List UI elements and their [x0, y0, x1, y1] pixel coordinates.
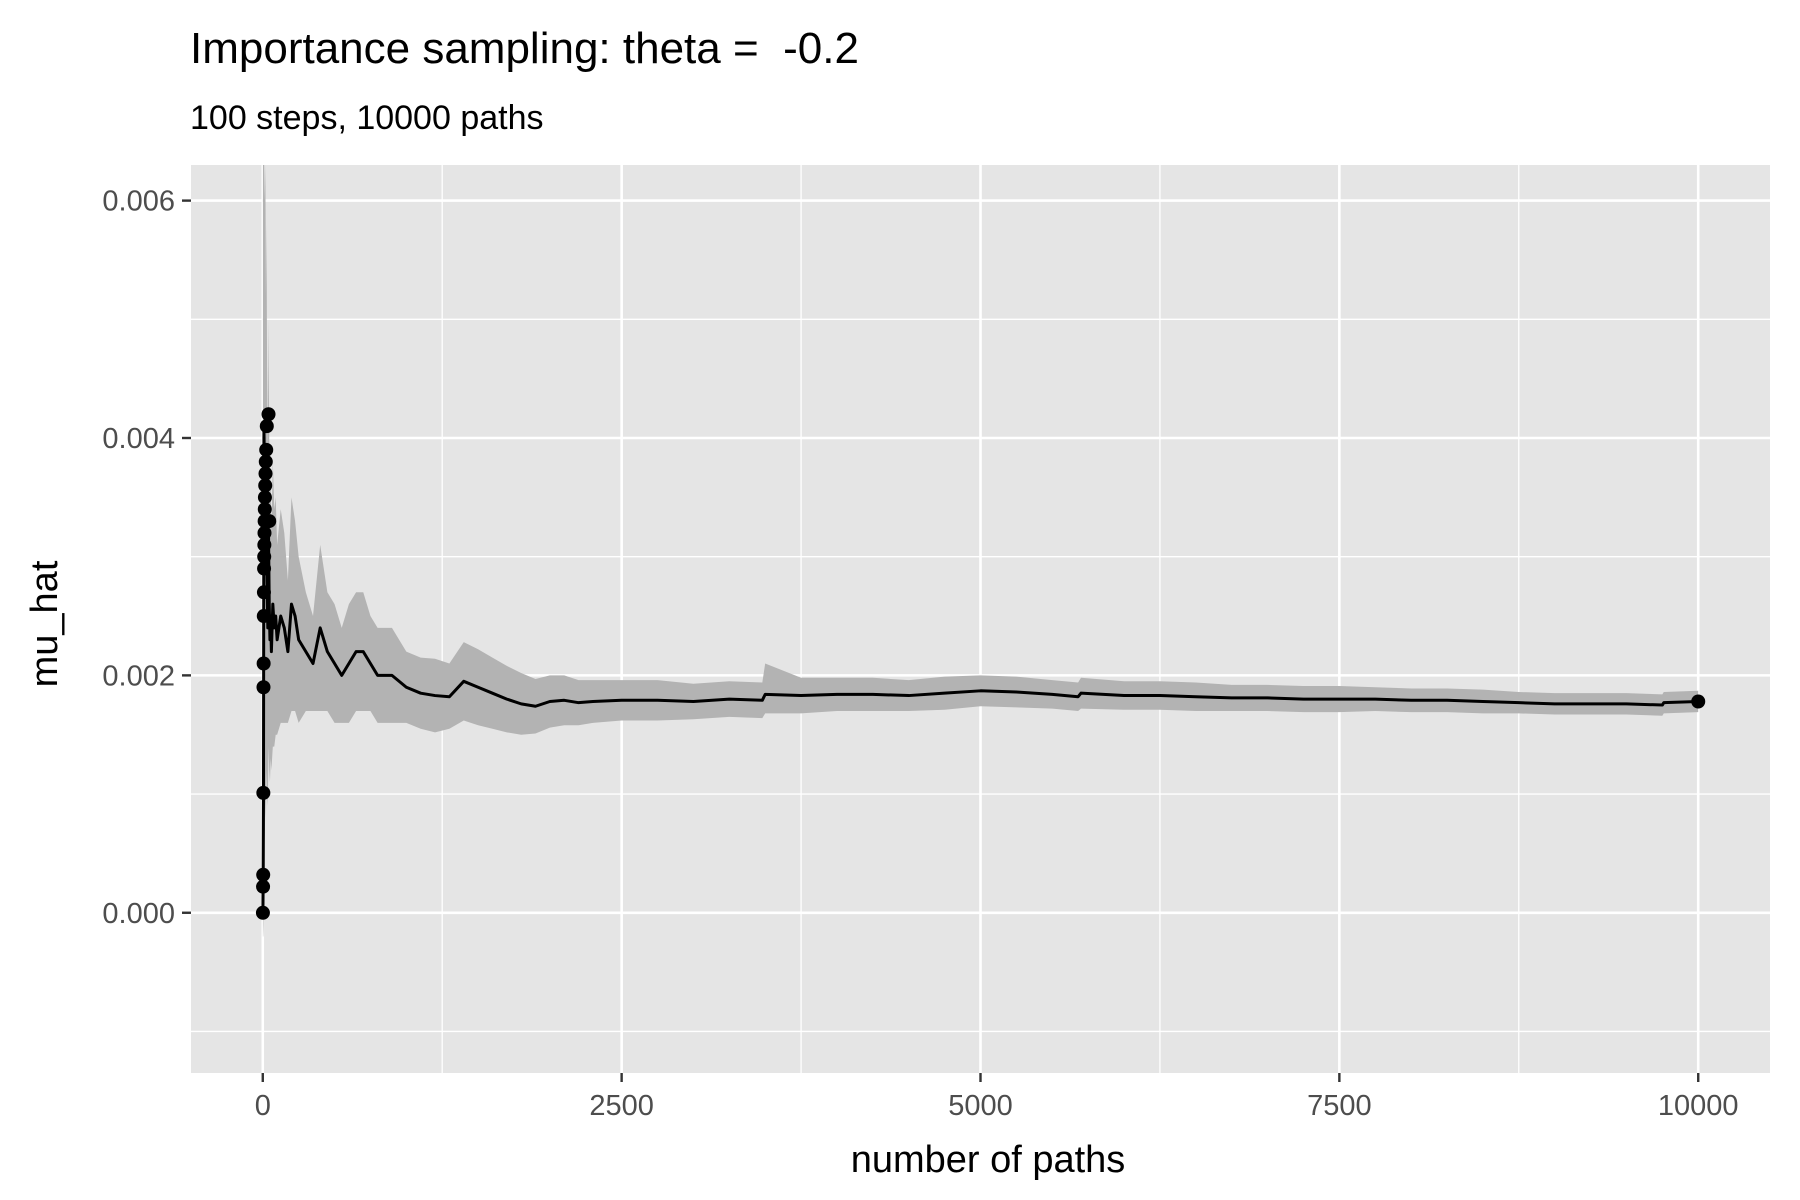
- points-layer: [255, 407, 1706, 920]
- data-point-11: [257, 525, 272, 540]
- data-point-17: [258, 454, 273, 469]
- y-tick-label-0: 0.000: [102, 898, 175, 930]
- data-point-13: [257, 502, 272, 517]
- x-axis-title: number of paths: [851, 1139, 1126, 1181]
- x-tick-label-3: 7500: [1307, 1090, 1372, 1122]
- grid-major: [191, 165, 1770, 1073]
- data-point-3: [256, 785, 271, 800]
- data-point-15: [258, 478, 273, 493]
- data-point-20: [261, 407, 276, 422]
- x-tick-label-4: 10000: [1658, 1090, 1739, 1122]
- x-axis: 0 2500 5000 7500 10000: [255, 1073, 1739, 1122]
- data-point-10: [257, 537, 272, 552]
- data-point-7: [256, 585, 271, 600]
- estimate-line-layer: [261, 424, 1699, 913]
- chart-subtitle: 100 steps, 10000 paths: [190, 99, 544, 137]
- data-point-9: [257, 549, 272, 564]
- y-tick-label-3: 0.006: [102, 186, 175, 218]
- y-axis: 0.000 0.002 0.004 0.006: [102, 186, 191, 930]
- chart-title: Importance sampling: theta = -0.2: [190, 24, 859, 73]
- data-point-8: [257, 561, 272, 576]
- estimate-line: [261, 424, 1699, 913]
- data-point-6: [256, 609, 271, 624]
- data-point-4: [256, 680, 271, 695]
- y-axis-title: mu_hat: [24, 560, 66, 687]
- data-point-16: [258, 466, 273, 481]
- x-tick-label-1: 2500: [589, 1090, 654, 1122]
- data-point-21: [262, 514, 277, 529]
- x-tick-label-0: 0: [255, 1090, 271, 1122]
- data-point-5: [256, 656, 271, 671]
- data-point-2: [256, 867, 271, 882]
- x-tick-label-2: 5000: [948, 1090, 1013, 1122]
- data-point-19: [259, 419, 274, 434]
- data-point-18: [259, 442, 274, 457]
- y-tick-label-2: 0.004: [102, 423, 175, 455]
- y-tick-label-1: 0.002: [102, 660, 175, 692]
- data-point-14: [257, 490, 272, 505]
- data-point-22: [1691, 694, 1706, 709]
- data-point-1: [256, 879, 271, 894]
- data-point-0: [255, 905, 270, 920]
